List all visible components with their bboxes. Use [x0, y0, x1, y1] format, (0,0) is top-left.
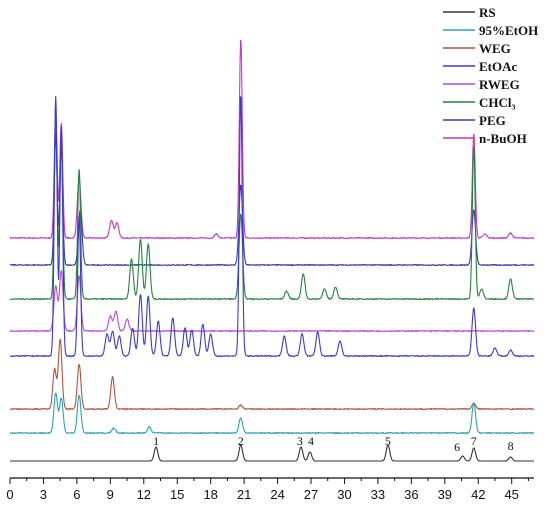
legend-label-etoac: EtOAc — [479, 59, 518, 74]
peak-label-6: 6 — [454, 440, 460, 454]
x-tick-label: 3 — [40, 487, 47, 502]
legend-label-rweg: RWEG — [479, 77, 520, 92]
legend-label-n-buoh: n-BuOH — [479, 131, 527, 146]
trace-etoac — [9, 95, 535, 358]
trace-weg — [9, 338, 535, 411]
x-tick-label: 9 — [107, 487, 114, 502]
peak-label-2: 2 — [238, 434, 244, 448]
x-tick-label: 24 — [270, 487, 284, 502]
peak-label-4: 4 — [308, 434, 314, 448]
x-tick-label: 39 — [438, 487, 452, 502]
chromatogram-traces — [9, 39, 535, 462]
trace-chcl — [9, 118, 535, 301]
legend-label-chcl: CHCl₃ — [479, 95, 516, 110]
x-tick-label: 45 — [504, 487, 518, 502]
trace-rweg — [9, 270, 535, 333]
peak-label-1: 1 — [153, 434, 159, 448]
x-tick-label: 27 — [304, 487, 318, 502]
trace-95-etoh — [9, 392, 535, 435]
x-tick-label: 0 — [6, 487, 13, 502]
legend-label-peg: PEG — [479, 113, 506, 128]
trace-n-buoh — [9, 39, 535, 240]
x-tick-label: 33 — [371, 487, 385, 502]
peak-label-5: 5 — [385, 434, 391, 448]
x-tick-label: 12 — [137, 487, 151, 502]
x-axis: 0 3 6 9 12 15 18 21 24 27 30 33 36 39 42 45 — [6, 477, 534, 502]
x-tick-label: 36 — [404, 487, 418, 502]
peak-label-3: 3 — [297, 434, 303, 448]
legend-label-95-etoh: 95%EtOH — [479, 23, 538, 38]
peak-label-8: 8 — [508, 439, 514, 453]
trace-peg — [9, 134, 535, 267]
legend-label-weg: WEG — [479, 41, 511, 56]
x-tick-label: 30 — [337, 487, 351, 502]
legend-label-rs: RS — [479, 5, 496, 20]
x-tick-label: 21 — [237, 487, 251, 502]
x-tick-label: 18 — [203, 487, 217, 502]
trace-rs — [9, 444, 535, 462]
x-tick-label: 6 — [73, 487, 80, 502]
x-tick-label: 15 — [170, 487, 184, 502]
legend: RS 95%EtOH WEG EtOAc RWEG CHCl₃ PEG n-BuOH — [443, 5, 538, 146]
x-tick-label: 42 — [471, 487, 485, 502]
peak-label-7: 7 — [471, 434, 477, 448]
